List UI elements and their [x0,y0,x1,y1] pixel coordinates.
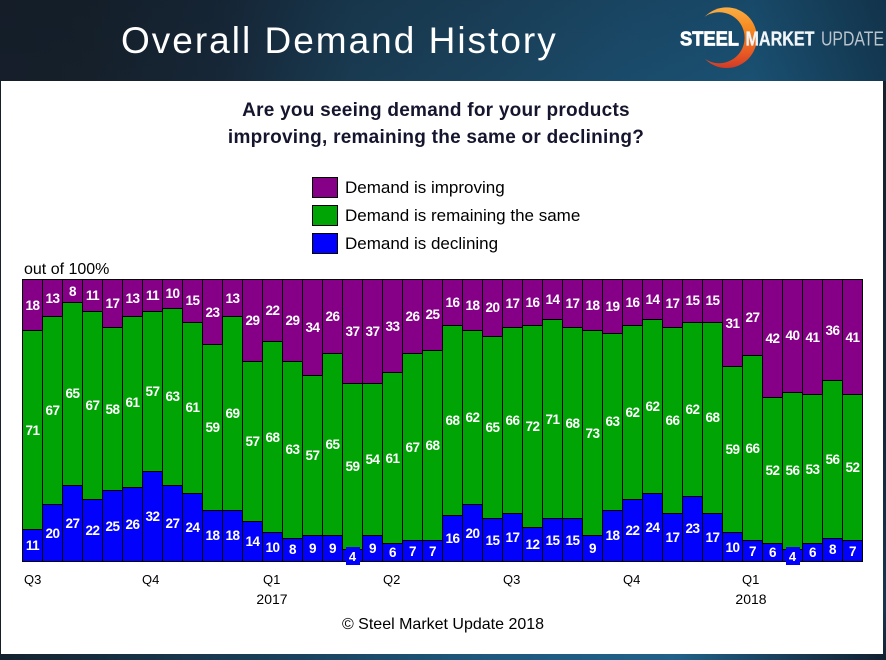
svg-text:UPDATE: UPDATE [821,28,884,51]
svg-text:MARKET: MARKET [746,28,815,51]
svg-text:STEEL: STEEL [680,28,739,51]
